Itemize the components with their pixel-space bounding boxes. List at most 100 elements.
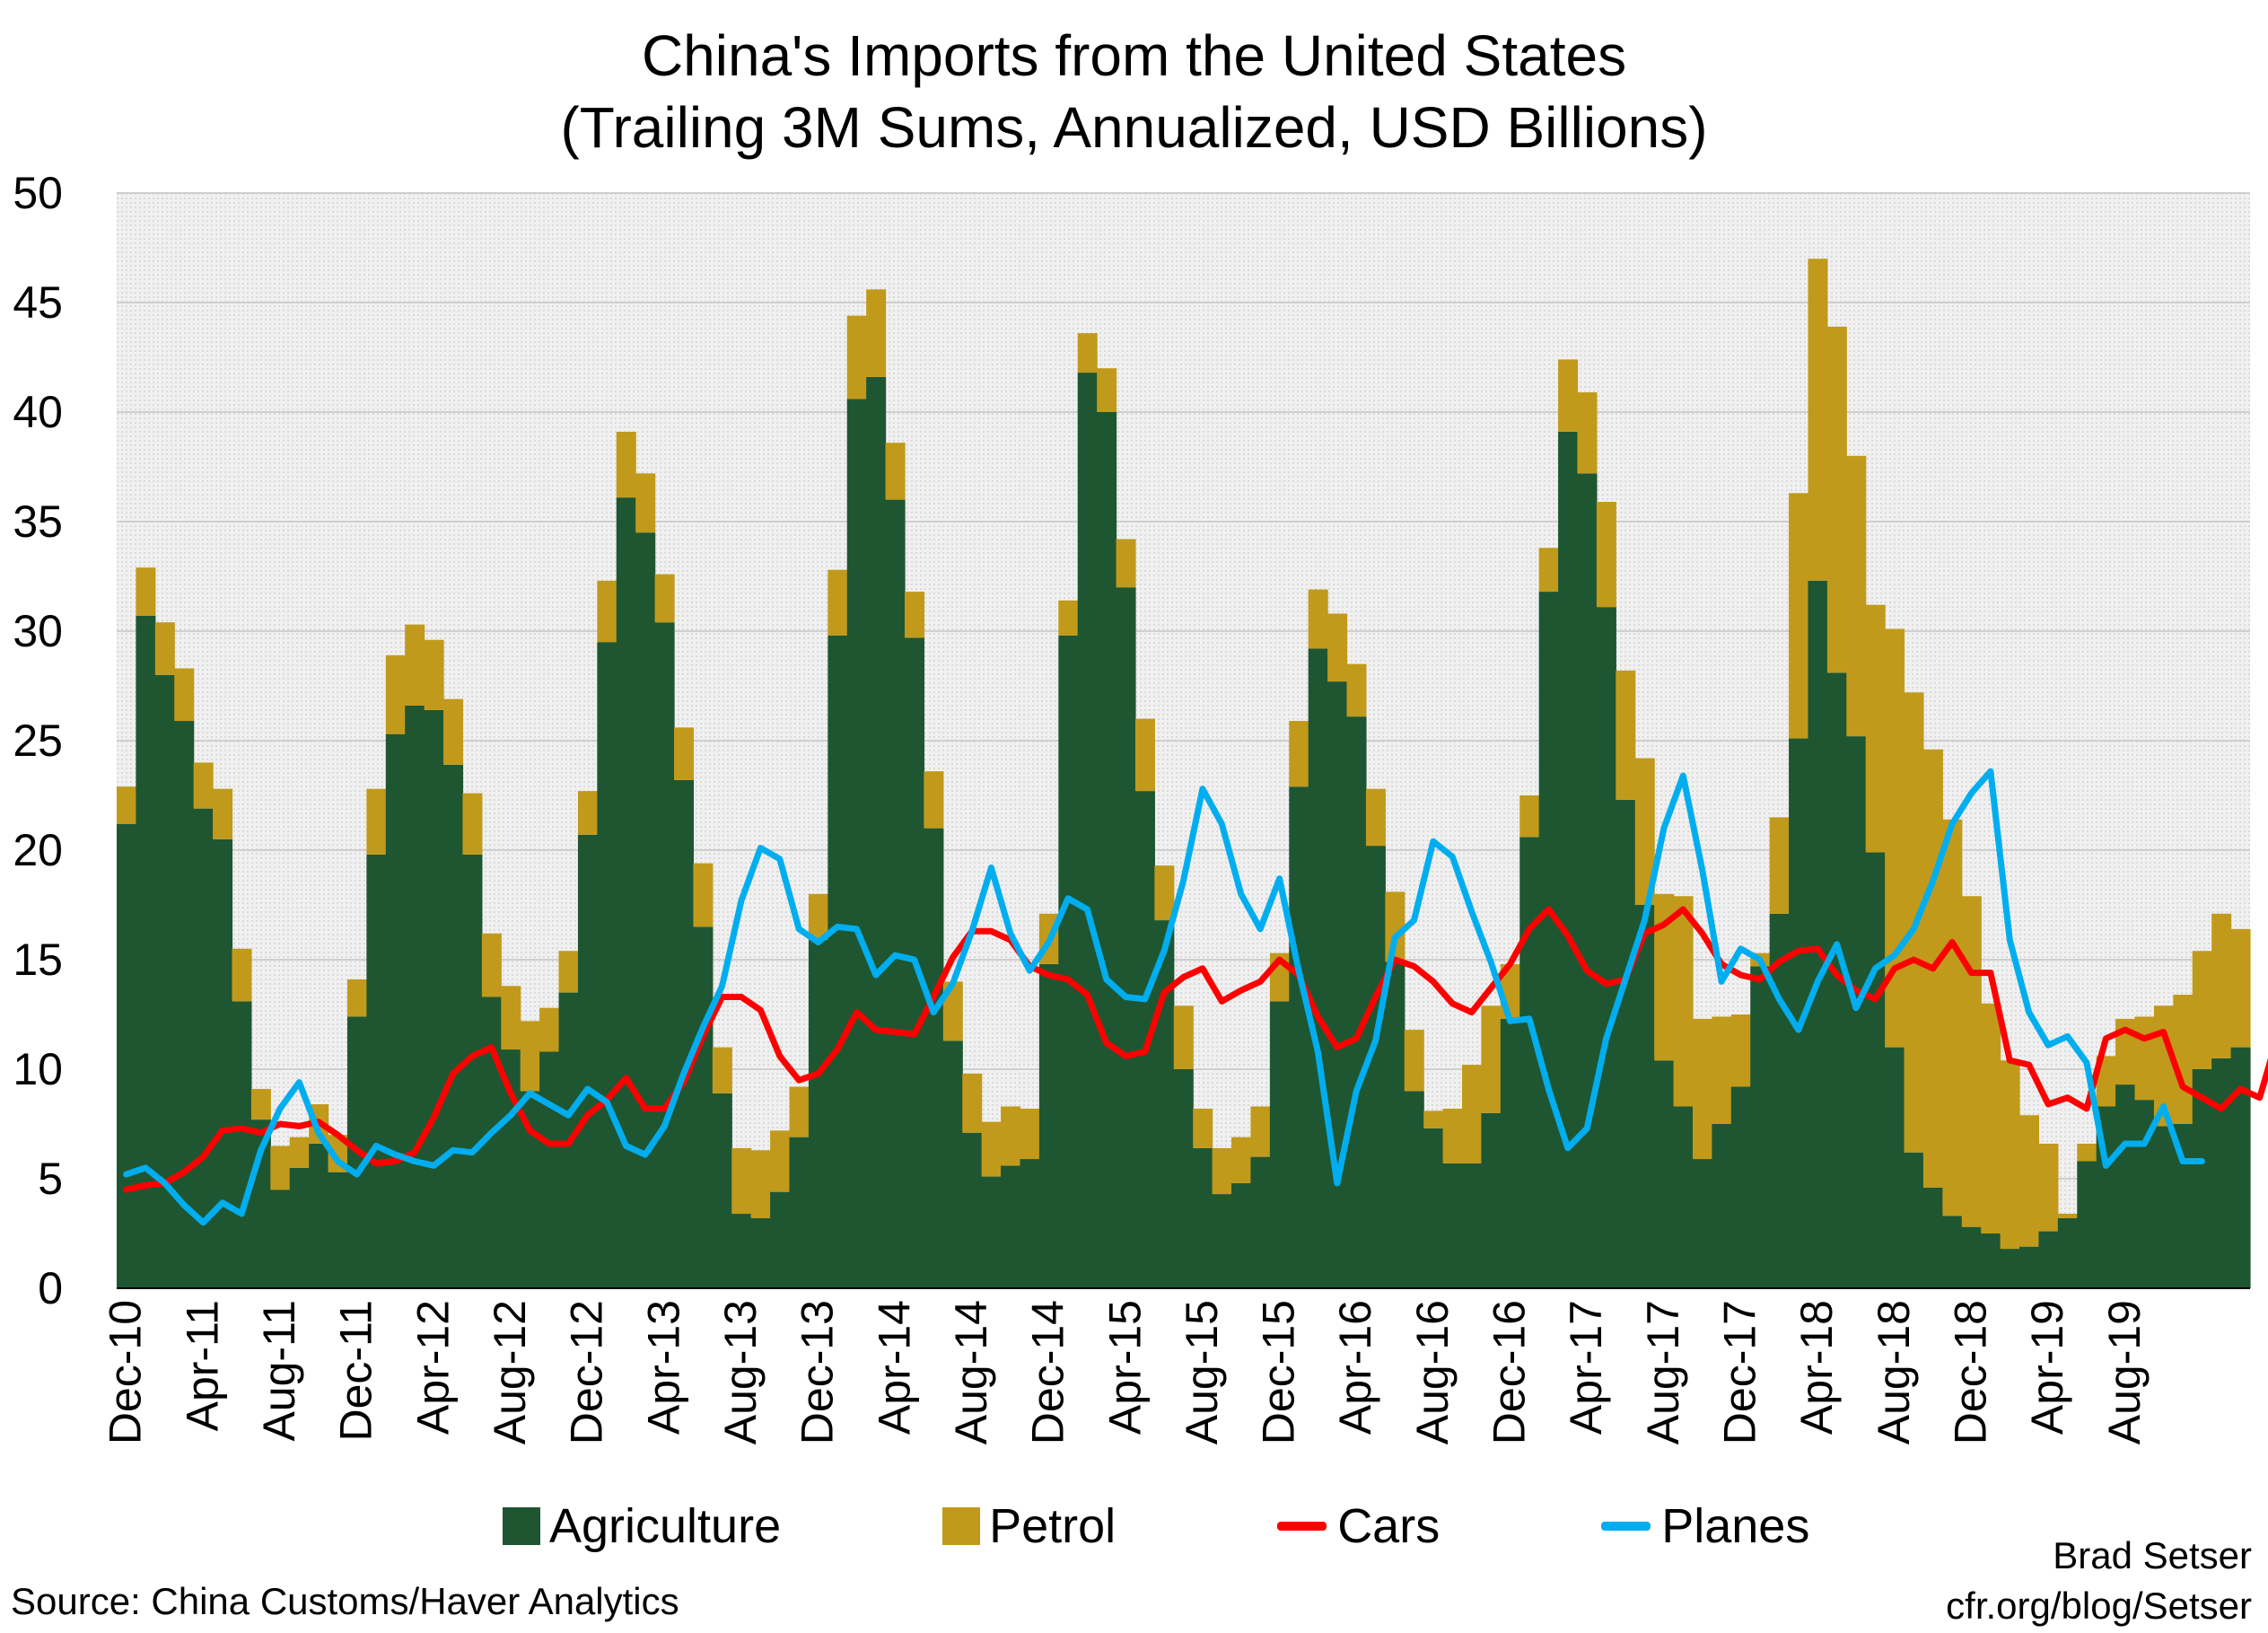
legend-swatch-planes bbox=[1601, 1522, 1651, 1531]
legend-item-planes: Planes bbox=[1601, 1498, 1809, 1554]
x-tick-label: Dec-17 bbox=[1715, 1300, 1765, 1444]
series-line-planes bbox=[123, 768, 2205, 1226]
bar-petrol bbox=[1173, 1005, 1194, 1069]
bar-petrol bbox=[885, 443, 906, 500]
chart-title: China's Imports from the United States (… bbox=[0, 20, 2268, 163]
bar-agriculture bbox=[1789, 738, 1809, 1288]
bar-petrol bbox=[712, 1047, 732, 1093]
credit-author: Brad Setser bbox=[2053, 1534, 2252, 1576]
bar-agriculture bbox=[597, 642, 617, 1288]
bar-agriculture bbox=[731, 1214, 752, 1288]
bar-agriculture bbox=[443, 764, 464, 1288]
legend-label-cars: Cars bbox=[1337, 1499, 1440, 1553]
x-axis-ticks: Dec-10 Apr-11 Aug-11 Dec-11 Apr-12 Aug-12 Dec-… bbox=[101, 1300, 2150, 1444]
bar-agriculture bbox=[1173, 1069, 1194, 1288]
bar-agriculture bbox=[1846, 736, 1867, 1288]
bar-agriculture bbox=[808, 940, 828, 1288]
x-tick-label: Apr-19 bbox=[2022, 1300, 2072, 1435]
x-tick-label: Aug-12 bbox=[485, 1300, 535, 1444]
bar-petrol bbox=[674, 727, 695, 780]
source-note: Source: China Customs/Haver Analytics bbox=[11, 1580, 679, 1622]
x-tick-label: Apr-12 bbox=[407, 1300, 458, 1435]
bar-petrol bbox=[385, 654, 406, 734]
bar-agriculture bbox=[635, 532, 656, 1288]
bar-agriculture bbox=[154, 674, 175, 1288]
bar-agriculture bbox=[1692, 1159, 1712, 1288]
bar-petrol bbox=[2192, 951, 2212, 1069]
bar-agriculture bbox=[770, 1191, 791, 1288]
bars-layer bbox=[117, 259, 2251, 1289]
bar-agriculture bbox=[309, 1143, 329, 1288]
bar-agriculture bbox=[213, 838, 233, 1288]
bar-petrol bbox=[2000, 1060, 2020, 1250]
bar-petrol bbox=[828, 569, 848, 636]
y-tick-label: 5 bbox=[38, 1154, 63, 1204]
bar-petrol bbox=[1634, 758, 1655, 905]
x-tick-label: Apr-16 bbox=[1330, 1300, 1380, 1435]
bar-petrol bbox=[539, 1007, 560, 1052]
chart-title-line1: China's Imports from the United States bbox=[641, 23, 1627, 88]
bar-agriculture bbox=[117, 823, 137, 1288]
bar-agriculture bbox=[2038, 1231, 2059, 1288]
bar-agriculture bbox=[1596, 607, 1616, 1288]
bar-petrol bbox=[1730, 1014, 1751, 1087]
x-tick-label: Apr-17 bbox=[1561, 1300, 1611, 1435]
bar-agriculture bbox=[962, 1132, 983, 1288]
bar-petrol bbox=[731, 1147, 752, 1215]
bar-petrol bbox=[346, 979, 367, 1017]
bar-agriculture bbox=[366, 854, 387, 1288]
bar-agriculture bbox=[174, 721, 195, 1288]
bar-petrol bbox=[750, 1150, 771, 1218]
bar-petrol bbox=[1423, 1111, 1444, 1128]
bar-agriculture bbox=[828, 635, 848, 1288]
bar-petrol bbox=[270, 1146, 291, 1190]
bar-agriculture bbox=[1712, 1124, 1732, 1288]
bar-petrol bbox=[1712, 1016, 1732, 1124]
bar-agriculture bbox=[693, 926, 714, 1288]
bar-agriculture bbox=[2000, 1249, 2020, 1288]
bar-agriculture bbox=[1865, 852, 1886, 1288]
bar-petrol bbox=[193, 762, 214, 809]
x-tick-label: Aug-13 bbox=[715, 1300, 766, 1444]
bar-petrol bbox=[2019, 1115, 2040, 1247]
bar-agriculture bbox=[1616, 799, 1636, 1288]
bar-agriculture bbox=[1001, 1165, 1021, 1288]
bar-petrol bbox=[616, 431, 636, 498]
bar-agriculture bbox=[481, 996, 502, 1288]
bar-agriculture bbox=[1961, 1226, 1982, 1288]
bar-petrol bbox=[501, 986, 521, 1050]
bar-petrol bbox=[2230, 928, 2251, 1048]
bar-agriculture bbox=[1058, 635, 1079, 1288]
x-tick-label: Dec-14 bbox=[1023, 1300, 1073, 1444]
chart-title-line2: (Trailing 3M Sums, Annualized, USD Billi… bbox=[560, 95, 1708, 160]
legend-swatch-cars bbox=[1277, 1522, 1327, 1531]
x-tick-label: Aug-11 bbox=[254, 1300, 304, 1442]
bar-petrol bbox=[1020, 1108, 1040, 1160]
legend-item-cars: Cars bbox=[1277, 1498, 1440, 1554]
bar-agriculture bbox=[1404, 1091, 1424, 1288]
bar-petrol bbox=[1808, 259, 1828, 581]
bar-agriculture bbox=[1423, 1128, 1444, 1288]
bar-petrol bbox=[1462, 1065, 1483, 1163]
legend: Agriculture Petrol Cars Planes bbox=[503, 1495, 1971, 1558]
bar-agriculture bbox=[1289, 786, 1309, 1288]
bar-agriculture bbox=[2211, 1058, 2232, 1288]
bar-petrol bbox=[789, 1086, 810, 1137]
bar-petrol bbox=[1134, 718, 1155, 792]
legend-label-petrol: Petrol bbox=[989, 1499, 1116, 1553]
bar-agriculture bbox=[270, 1190, 291, 1288]
series-line-cars bbox=[123, 906, 2268, 1193]
x-tick-label: Aug-17 bbox=[1638, 1300, 1688, 1444]
bar-petrol bbox=[1058, 600, 1079, 636]
x-tick-label: Dec-12 bbox=[562, 1300, 612, 1444]
x-tick-label: Aug-18 bbox=[1869, 1300, 1919, 1444]
bar-petrol bbox=[1673, 896, 1694, 1107]
bar-agriculture bbox=[2057, 1217, 2078, 1288]
bar-petrol bbox=[1212, 1147, 1232, 1195]
bar-petrol bbox=[1885, 628, 1905, 1048]
bar-petrol bbox=[1654, 893, 1675, 1061]
bar-petrol bbox=[366, 788, 387, 855]
bar-agriculture bbox=[616, 497, 636, 1288]
y-axis-ticks: 0 5 10 15 20 25 30 35 40 45 50 bbox=[13, 168, 63, 1313]
